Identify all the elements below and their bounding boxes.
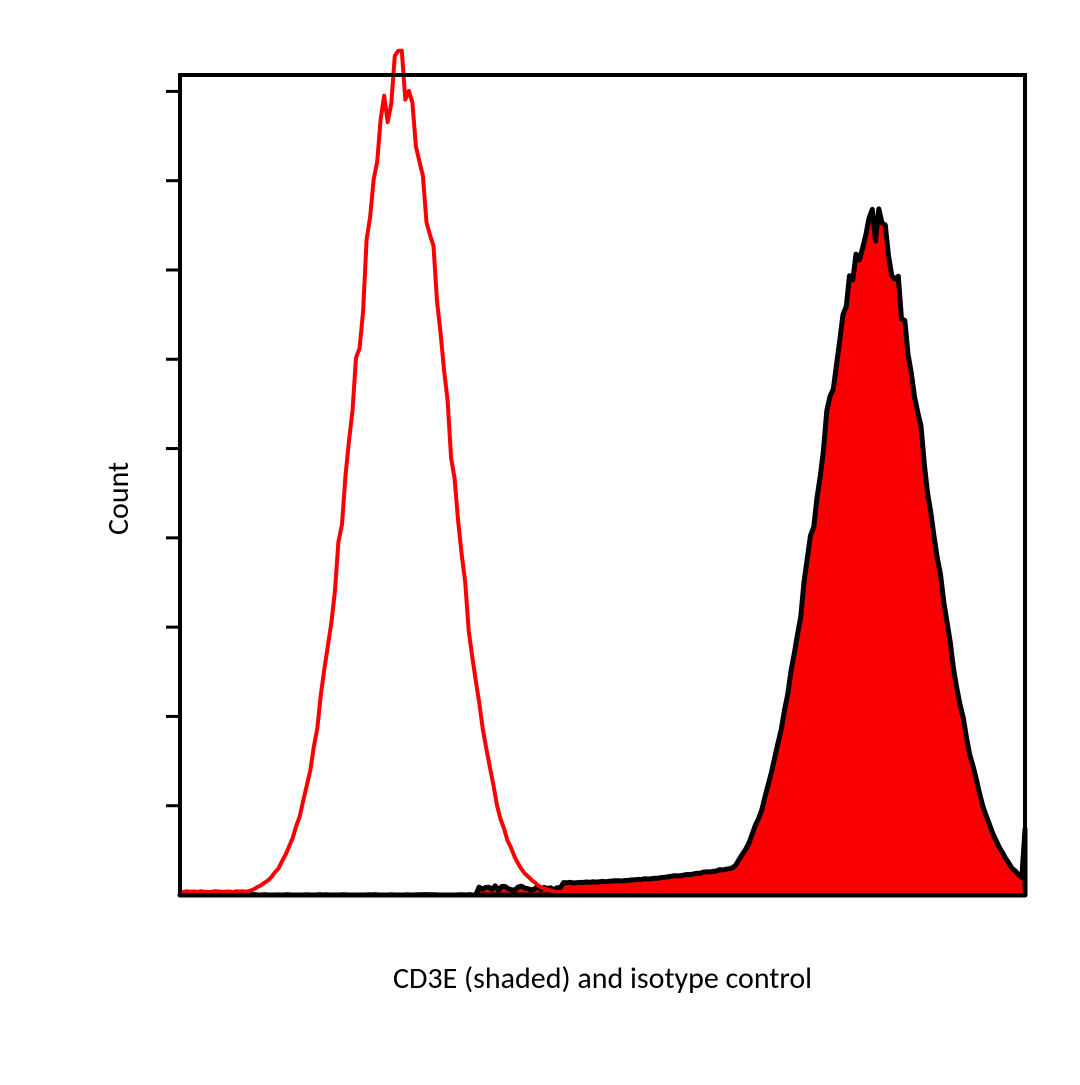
x-axis-label: CD3E (shaded) and isotype control — [180, 960, 1025, 997]
y-axis-label: Count — [100, 462, 137, 535]
chart-svg — [0, 0, 1080, 1080]
histogram-chart — [0, 0, 1080, 1085]
